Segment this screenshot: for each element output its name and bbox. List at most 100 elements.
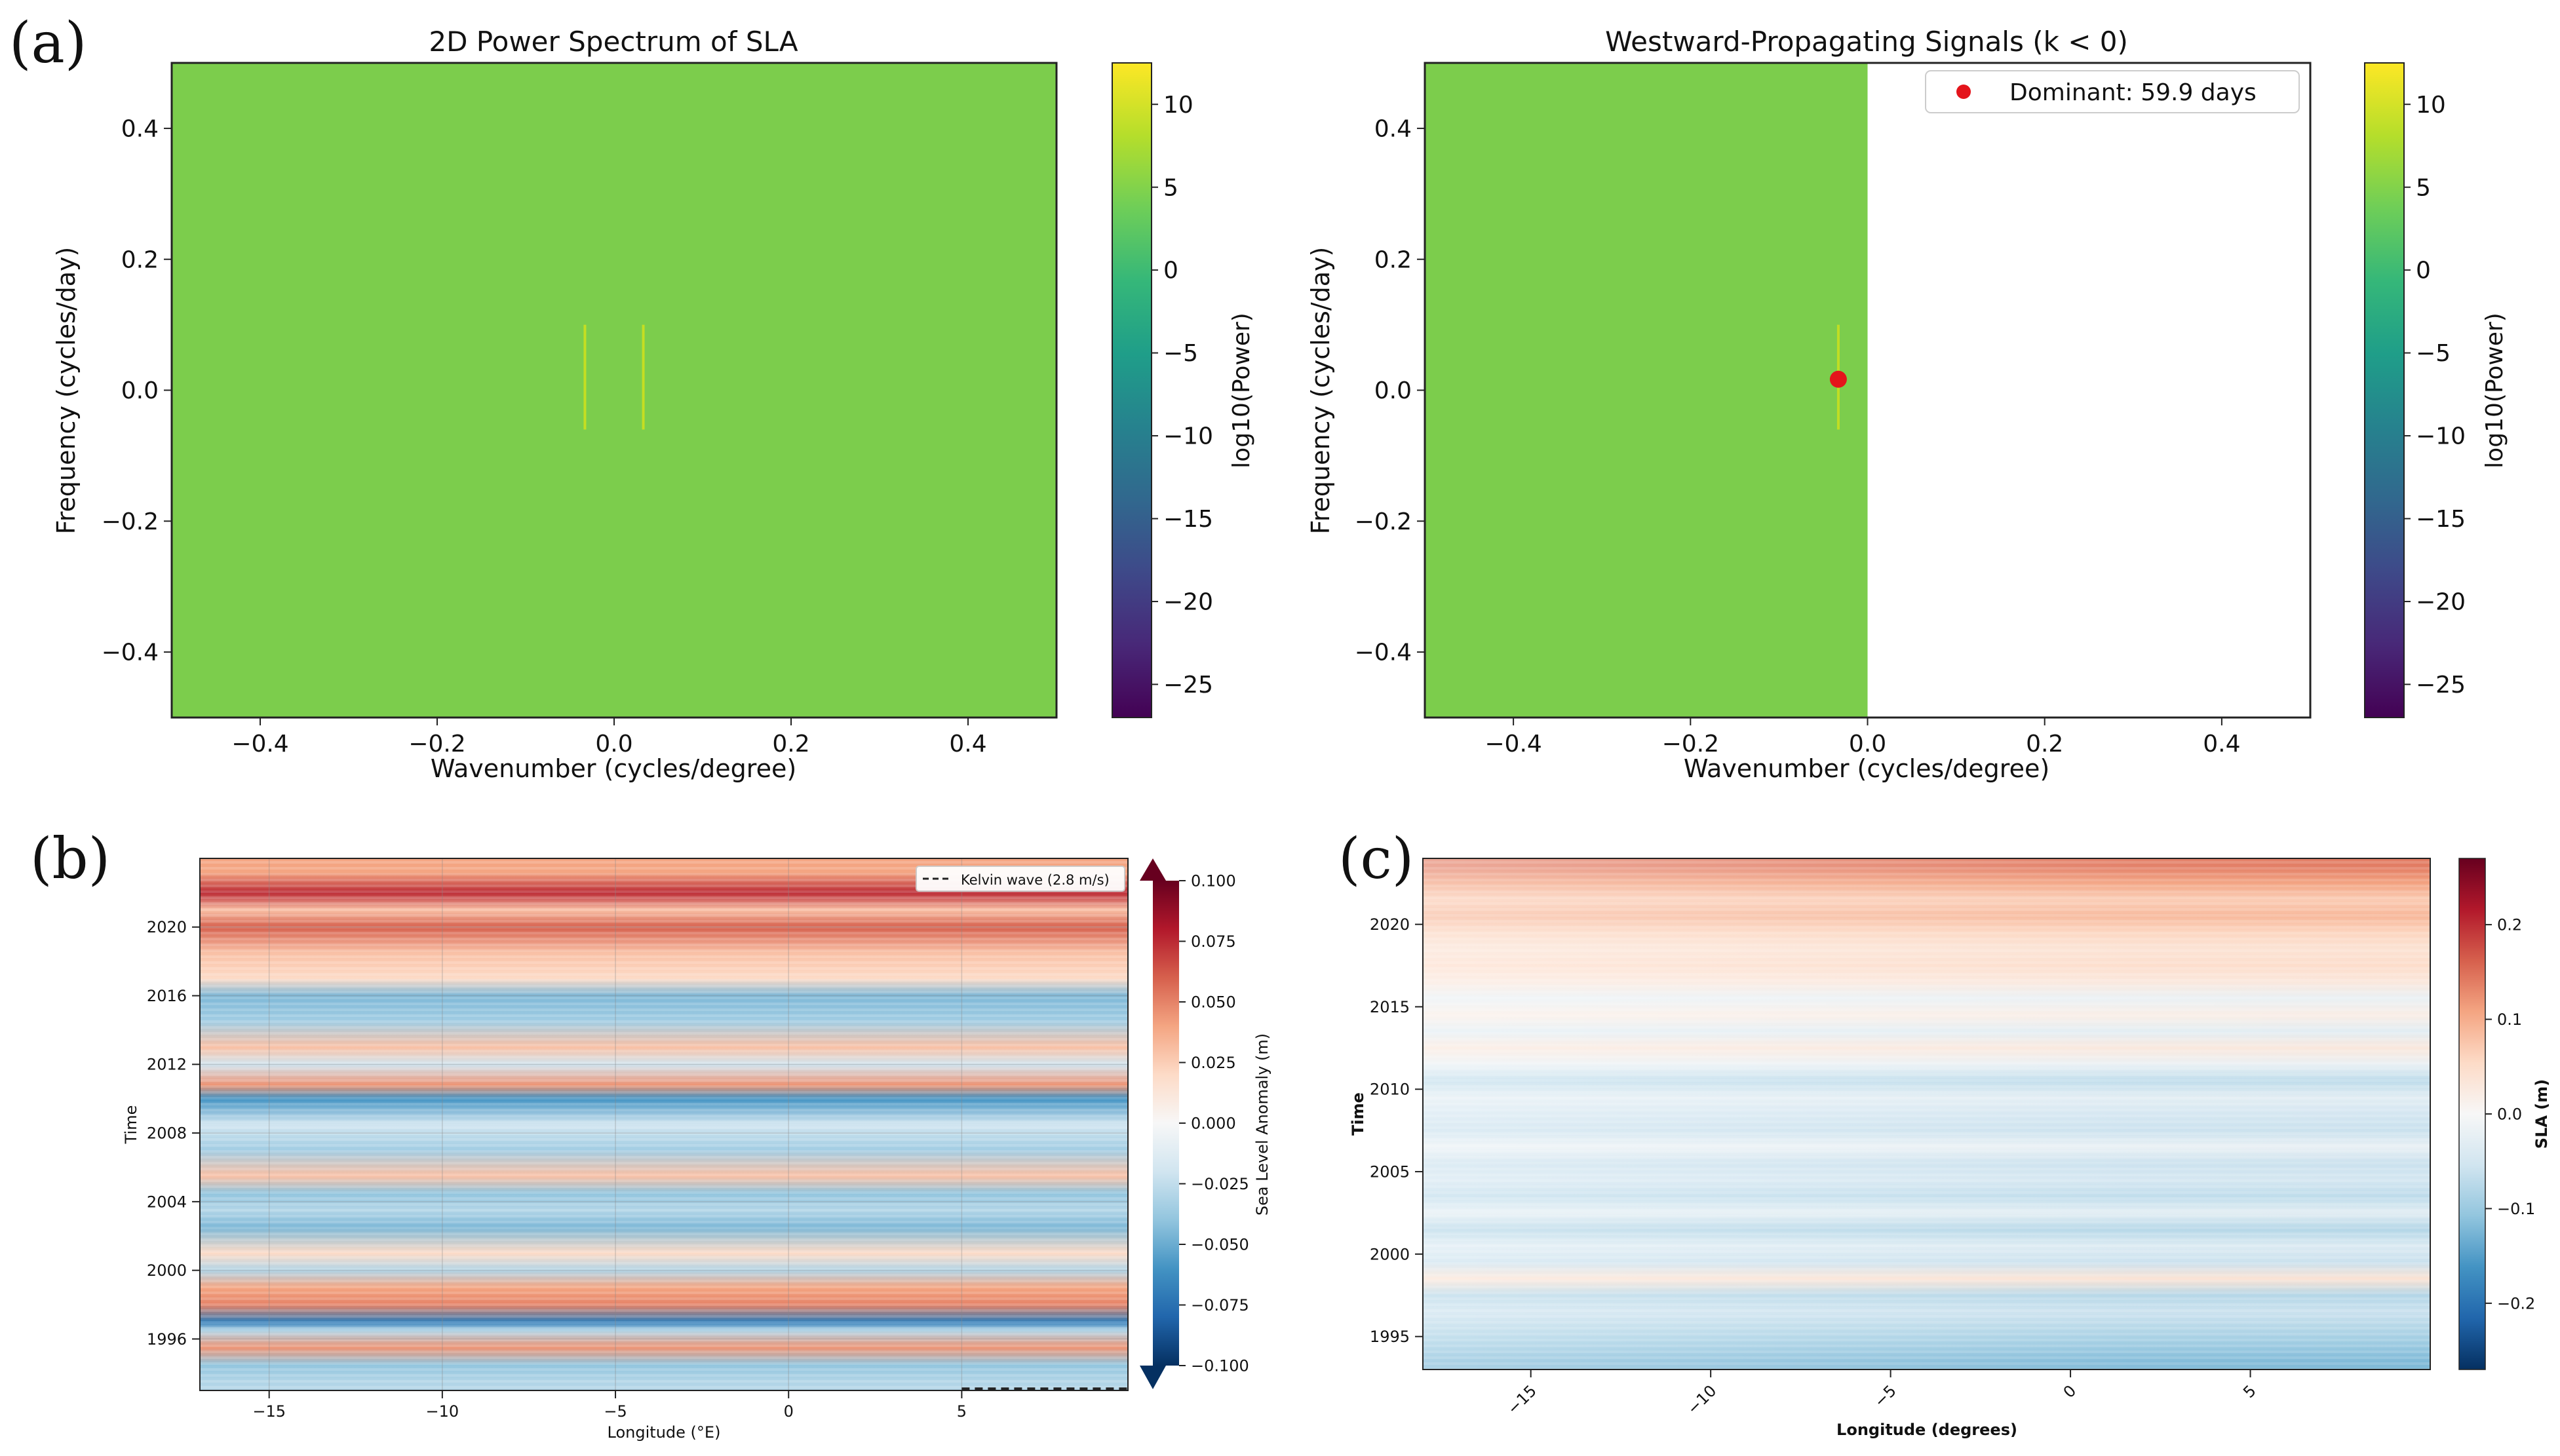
a2-colorbar-label: log10(Power)	[2481, 313, 2508, 469]
a1-cbtick-label-1: 5	[1163, 174, 1178, 201]
b-cbtick-label-8: −0.100	[1191, 1356, 1249, 1375]
b-cbtick-label-3: 0.025	[1191, 1054, 1236, 1072]
c-xtick-label-0: −15	[1503, 1381, 1540, 1418]
a2-legend-label: Dominant: 59.9 days	[2009, 79, 2257, 106]
a2-cbtick-label-2: 0	[2416, 258, 2431, 284]
a1-ytick-label-2: 0.0	[121, 377, 159, 404]
b-plot-frame	[199, 858, 1129, 1391]
a1-spectrum-field	[172, 63, 1057, 718]
a2-cbtick-label-6: −20	[2416, 589, 2466, 616]
a2-xtick-label-1: −0.2	[1662, 731, 1719, 757]
b-colorbar-extend-top	[1140, 858, 1166, 881]
c-east-intensify	[1423, 858, 2430, 1370]
c-xtick-label-3: 0	[2060, 1381, 2080, 1402]
a2-xtick-label-2: 0.0	[1849, 731, 1886, 757]
c-xtick-label-2: −5	[1871, 1381, 1900, 1411]
c-cbtick-label-3: −0.1	[2497, 1200, 2535, 1218]
a2-colorbar	[2364, 62, 2405, 718]
b-ylabel: Time	[122, 1105, 140, 1145]
panel-label-c: (c)	[1338, 826, 1414, 892]
a1-cbtick-label-2: 0	[1163, 258, 1178, 284]
c-ytick-label-0: 1995	[1370, 1328, 1410, 1346]
a2-cbtick-label-1: 5	[2416, 174, 2431, 201]
a2-ytick-label-1: −0.2	[1355, 508, 1412, 535]
a2-ylabel: Frequency (cycles/day)	[1306, 247, 1335, 535]
a2-cbtick-label-3: −5	[2416, 340, 2451, 367]
c-ytick-label-5: 2020	[1370, 915, 1410, 934]
c-ytick-label-2: 2005	[1370, 1162, 1410, 1181]
b-cbtick-label-4: 0.000	[1191, 1114, 1236, 1132]
a1-cbtick-label-3: −5	[1163, 340, 1198, 367]
b-xtick-label-4: 5	[957, 1402, 967, 1421]
a1-colorbar	[1112, 62, 1152, 718]
b-colorbar	[1153, 881, 1179, 1366]
a2-title: Westward-Propagating Signals (k < 0)	[1605, 26, 2128, 58]
c-colorbar	[2458, 858, 2486, 1370]
c-cbtick-label-4: −0.2	[2497, 1294, 2535, 1312]
a1-ytick-label-3: 0.2	[121, 246, 159, 273]
b-ytick-label-6: 2020	[147, 918, 187, 936]
panel-label-a: (a)	[9, 10, 87, 76]
c-xlabel: Longitude (degrees)	[1836, 1421, 2017, 1439]
panel-a1-power-spectrum: 2D Power Spectrum of SLA −0.4 −0.2 0.0 0.2 0…	[52, 26, 1255, 783]
a2-legend-marker	[1956, 85, 1971, 99]
c-cbtick-label-2: 0.0	[2497, 1105, 2522, 1123]
a2-xtick-label-3: 0.2	[2026, 731, 2063, 757]
a2-xtick-label-0: −0.4	[1484, 731, 1542, 757]
b-ytick-label-2: 2004	[147, 1193, 187, 1211]
c-plot-frame	[1422, 858, 2431, 1370]
a1-title: 2D Power Spectrum of SLA	[429, 26, 798, 58]
a1-ylabel: Frequency (cycles/day)	[52, 247, 81, 535]
b-cbtick-label-5: −0.025	[1191, 1175, 1249, 1193]
c-cbtick-label-0: 0.2	[2497, 916, 2522, 934]
a2-cbtick-label-0: 10	[2416, 92, 2446, 119]
a2-cbtick-label-5: −15	[2416, 506, 2466, 533]
c-ylabel: Time	[1349, 1092, 1367, 1136]
b-sla-texture	[200, 858, 1128, 1390]
panel-b-hovmoller: Kelvin wave (2.8 m/s) −15 −10 −5 0 5 1996 200…	[122, 858, 1271, 1442]
b-cbtick-label-7: −0.075	[1191, 1296, 1249, 1314]
c-colorbar-label: SLA (m)	[2532, 1079, 2551, 1149]
panel-a2-westward-signals: Westward-Propagating Signals (k < 0) Dom…	[1306, 26, 2508, 783]
b-xtick-label-0: −15	[252, 1402, 286, 1421]
a1-xtick-label-2: 0.0	[595, 731, 632, 757]
a1-cbtick-label-7: −25	[1163, 672, 1213, 699]
b-ytick-label-1: 2000	[147, 1261, 187, 1280]
b-xlabel: Longitude (°E)	[608, 1423, 721, 1442]
a1-xtick-label-1: −0.2	[408, 731, 465, 757]
a2-cbtick-label-7: −25	[2416, 672, 2466, 699]
b-xtick-label-2: −5	[604, 1402, 627, 1421]
a2-dominant-marker	[1829, 370, 1847, 388]
a2-xtick-label-4: 0.4	[2203, 731, 2240, 757]
b-ytick-label-4: 2012	[147, 1056, 187, 1074]
c-ytick-label-1: 2000	[1370, 1245, 1410, 1263]
a2-legend: Dominant: 59.9 days	[1925, 70, 2300, 113]
a1-xtick-label-3: 0.2	[772, 731, 809, 757]
a2-ytick-label-4: 0.4	[1374, 116, 1412, 143]
b-cbtick-label-2: 0.050	[1191, 993, 1236, 1011]
c-xtick-label-4: 5	[2240, 1381, 2260, 1402]
a1-xtick-label-4: 0.4	[949, 731, 986, 757]
a1-xtick-label-0: −0.4	[231, 731, 288, 757]
a1-xlabel: Wavenumber (cycles/degree)	[431, 754, 796, 783]
b-cbtick-label-0: 0.100	[1191, 872, 1236, 890]
a1-ytick-label-1: −0.2	[102, 508, 159, 535]
b-legend-label: Kelvin wave (2.8 m/s)	[961, 872, 1110, 888]
a2-ytick-label-2: 0.0	[1374, 377, 1412, 404]
b-colorbar-extend-bottom	[1140, 1366, 1166, 1389]
b-xtick-label-3: 0	[784, 1402, 794, 1421]
a2-ytick-label-3: 0.2	[1374, 246, 1412, 273]
a1-ytick-label-4: 0.4	[121, 116, 159, 143]
c-cbtick-label-1: 0.1	[2497, 1010, 2522, 1029]
a1-cbtick-label-6: −20	[1163, 589, 1213, 616]
b-legend: Kelvin wave (2.8 m/s)	[916, 866, 1125, 892]
a2-xlabel: Wavenumber (cycles/degree)	[1684, 754, 2049, 783]
a2-spectrum-field	[1425, 63, 1868, 718]
a1-ytick-label-0: −0.4	[102, 640, 159, 666]
a1-cbtick-label-0: 10	[1163, 92, 1193, 119]
a2-ytick-label-0: −0.4	[1355, 640, 1412, 666]
panel-label-b: (b)	[30, 826, 110, 892]
b-ytick-label-5: 2016	[147, 987, 187, 1005]
a1-cbtick-label-5: −15	[1163, 506, 1213, 533]
